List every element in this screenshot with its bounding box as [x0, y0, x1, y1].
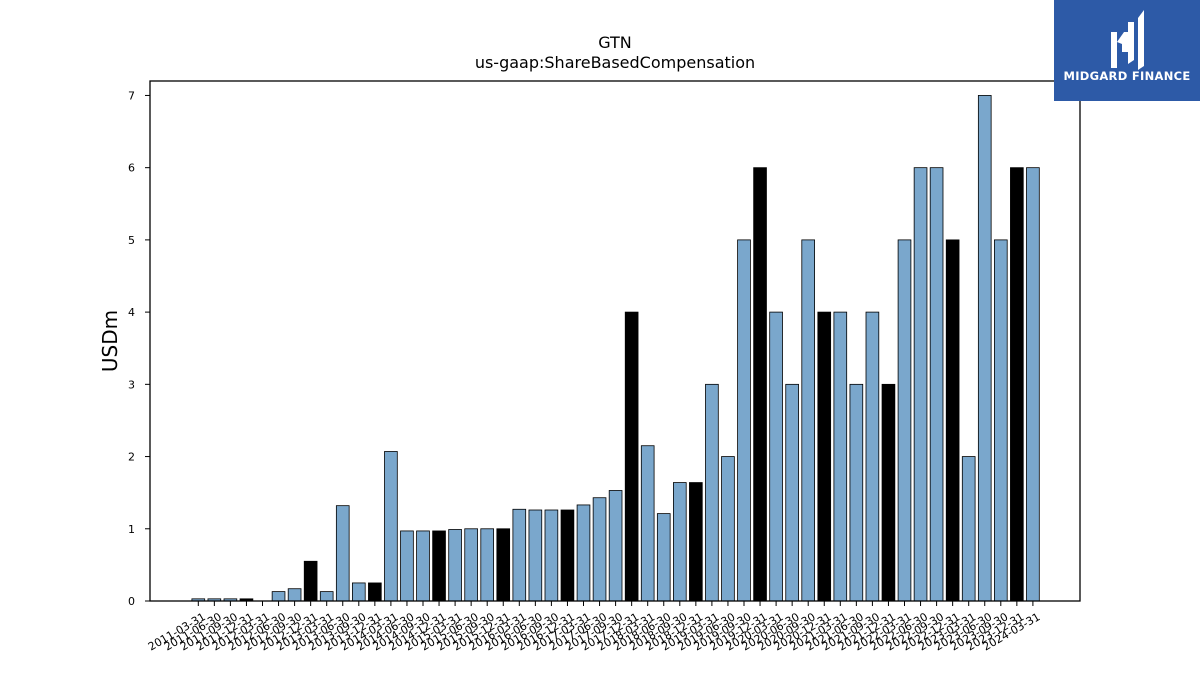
x-axis: 2011-03-312011-06-302011-09-302011-12-31… — [146, 601, 1042, 653]
bar-2023-12-31 — [1010, 167, 1024, 602]
bar-2020-03-31 — [769, 311, 783, 602]
y-tick-label: 1 — [128, 523, 135, 536]
bar-2014-06-30 — [400, 530, 414, 602]
y-tick-label: 6 — [128, 162, 135, 175]
bar-2022-03-31 — [897, 239, 912, 602]
bar-2022-12-31 — [945, 239, 960, 602]
y-tick-label: 7 — [128, 89, 135, 102]
bar-2012-09-30 — [287, 588, 302, 602]
bar-2022-09-30 — [929, 167, 944, 602]
bar-2021-09-30 — [865, 311, 880, 602]
bar-2012-12-31 — [303, 560, 318, 602]
y-tick-label: 5 — [128, 234, 135, 247]
y-tick-label: 3 — [128, 378, 135, 391]
bar-2017-03-31 — [576, 504, 591, 602]
bar-2021-12-31 — [881, 383, 896, 602]
bar-2017-12-31 — [624, 311, 639, 602]
bar-2023-09-30 — [994, 239, 1008, 602]
bar-2020-09-30 — [801, 239, 815, 602]
bar-2014-03-31 — [384, 451, 398, 602]
bar-2017-09-30 — [608, 490, 623, 602]
bar-2016-06-30 — [528, 509, 543, 602]
bar-2018-06-30 — [656, 513, 671, 602]
bar-2013-06-30 — [335, 505, 350, 602]
bar-2016-03-31 — [512, 508, 527, 602]
bars-group — [191, 95, 1040, 602]
y-tick-label: 2 — [128, 451, 135, 464]
bar-2013-12-31 — [368, 582, 382, 602]
bar-2024-03-31 — [1026, 167, 1040, 602]
bar-2018-12-31 — [689, 482, 703, 602]
bar-2019-12-31 — [753, 167, 767, 602]
brand-logo-text: MIDGARD FINANCE — [1063, 69, 1191, 83]
plot-frame — [149, 80, 1081, 602]
bar-2014-12-31 — [432, 530, 446, 602]
bar-2017-06-30 — [592, 497, 607, 602]
bar-2023-06-30 — [977, 95, 992, 602]
y-tick-label: 0 — [128, 595, 135, 608]
bar-2015-12-31 — [496, 528, 511, 602]
bar-2023-03-31 — [961, 456, 976, 602]
brand-logo: MIDGARD FINANCE — [1054, 0, 1200, 101]
bar-2012-06-30 — [271, 591, 286, 602]
bar-2022-06-30 — [913, 167, 928, 602]
bar-2014-09-30 — [416, 530, 430, 602]
bar-2013-03-31 — [319, 591, 334, 602]
brand-logo-icon — [1111, 10, 1144, 70]
bar-2020-12-31 — [817, 311, 832, 602]
bar-2019-03-31 — [705, 383, 719, 602]
chart-title: GTN — [598, 33, 632, 52]
y-axis-label: USDm — [98, 310, 122, 372]
bar-2015-03-31 — [448, 529, 462, 602]
chart-subtitle: us-gaap:ShareBasedCompensation — [474, 53, 756, 72]
bar-2018-03-31 — [640, 445, 655, 602]
bar-2019-06-30 — [721, 456, 735, 602]
bar-2019-09-30 — [737, 239, 751, 602]
bar-2020-06-30 — [785, 383, 799, 602]
bar-2015-06-30 — [464, 528, 478, 602]
y-tick-label: 4 — [128, 306, 135, 319]
bar-2015-09-30 — [480, 528, 494, 602]
bar-2013-09-30 — [351, 582, 366, 602]
bar-2016-09-30 — [544, 509, 559, 602]
y-axis: 0 1 2 3 4 5 6 7 — [128, 89, 150, 608]
bar-2021-03-31 — [833, 311, 848, 602]
bar-2018-09-30 — [673, 482, 687, 602]
bar-2021-06-30 — [849, 383, 864, 602]
bar-2016-12-31 — [560, 509, 575, 602]
